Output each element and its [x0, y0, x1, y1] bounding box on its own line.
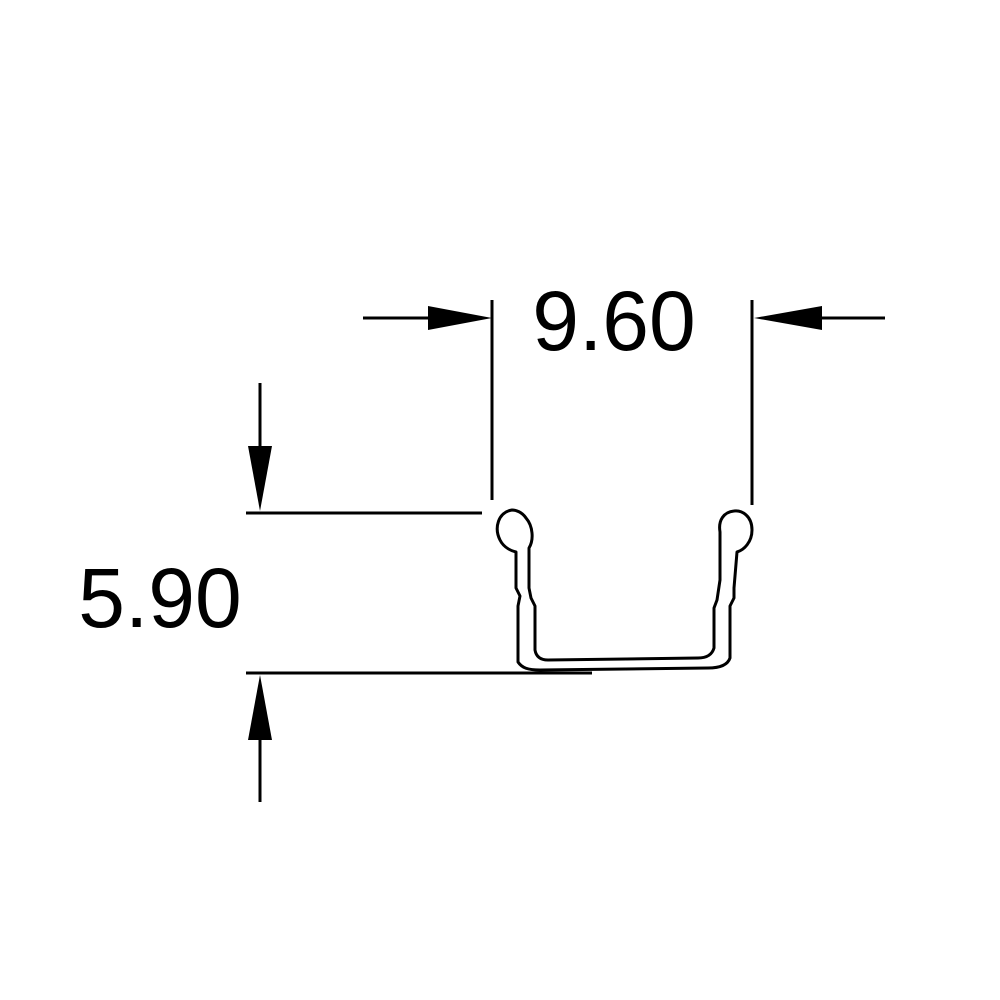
width-arrow-left — [428, 306, 492, 330]
u-channel-profile — [495, 508, 754, 672]
height-arrow-top — [248, 446, 272, 511]
height-dimension-label: 5.90 — [78, 551, 242, 645]
width-arrow-right — [754, 306, 822, 330]
height-arrow-bottom — [248, 675, 272, 740]
width-dimension-label: 9.60 — [532, 274, 696, 368]
u-channel-outline — [495, 508, 754, 672]
height-dimension: 5.90 — [78, 383, 592, 802]
width-dimension: 9.60 — [363, 274, 885, 505]
